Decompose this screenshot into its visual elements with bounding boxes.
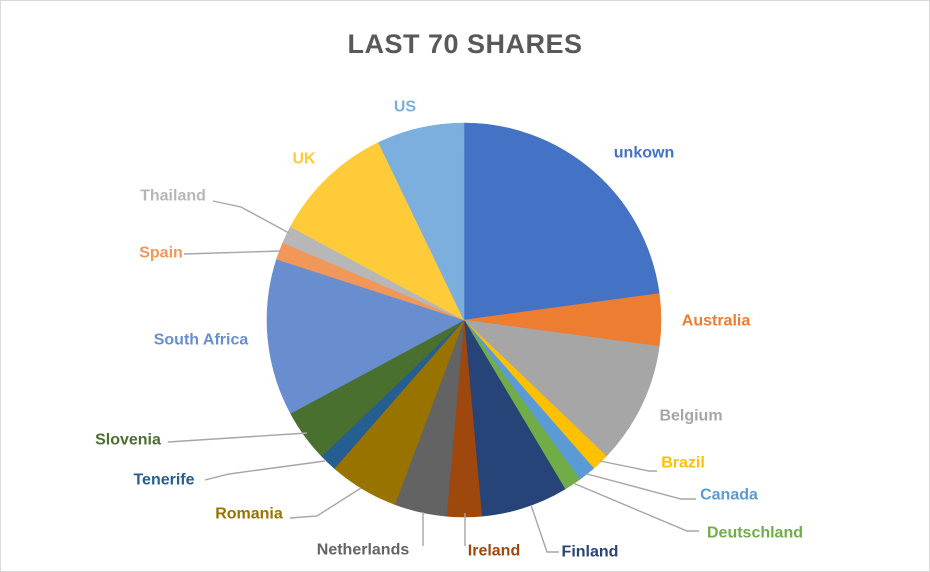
label-romania: Romania bbox=[215, 506, 283, 523]
pie-slice-belgium bbox=[463, 319, 660, 457]
label-ireland: Ireland bbox=[468, 543, 520, 560]
label-netherlands: Netherlands bbox=[317, 542, 410, 559]
label-australia: Australia bbox=[682, 313, 751, 330]
label-thailand: Thailand bbox=[140, 188, 206, 205]
leader-line-tenerife bbox=[204, 460, 326, 481]
chart-title: LAST 70 SHARES bbox=[347, 29, 583, 59]
label-finland: Finland bbox=[562, 544, 619, 561]
label-canada: Canada bbox=[700, 487, 758, 504]
label-deutschland: Deutschland bbox=[707, 525, 803, 542]
label-brazil: Brazil bbox=[661, 455, 705, 472]
pie-slice-south-africa bbox=[266, 258, 465, 414]
label-uk: UK bbox=[292, 151, 316, 168]
leader-line-romania bbox=[289, 487, 362, 519]
label-south-africa: South Africa bbox=[154, 332, 249, 349]
slice-labels: unkown Australia Belgium Brazil Canada Deutsc… bbox=[95, 99, 803, 561]
pie-slice-us bbox=[378, 122, 465, 321]
leader-line-finland bbox=[530, 504, 559, 553]
label-us: US bbox=[394, 99, 417, 116]
leader-lines bbox=[167, 200, 699, 553]
leader-line-deutschland bbox=[572, 482, 699, 532]
pie-slice-uk bbox=[290, 142, 465, 321]
pie-slices bbox=[266, 122, 662, 518]
label-tenerife: Tenerife bbox=[133, 472, 194, 489]
pie-slice-unkown bbox=[463, 122, 660, 321]
label-slovenia: Slovenia bbox=[95, 432, 161, 449]
leader-line-thailand bbox=[212, 200, 290, 234]
label-belgium: Belgium bbox=[659, 408, 722, 425]
leader-line-brazil bbox=[599, 460, 657, 472]
label-spain: Spain bbox=[139, 245, 183, 262]
label-unkown: unkown bbox=[614, 145, 674, 162]
leader-line-canada bbox=[586, 473, 696, 500]
leader-line-slovenia bbox=[167, 432, 308, 443]
leader-line-spain bbox=[183, 250, 282, 255]
